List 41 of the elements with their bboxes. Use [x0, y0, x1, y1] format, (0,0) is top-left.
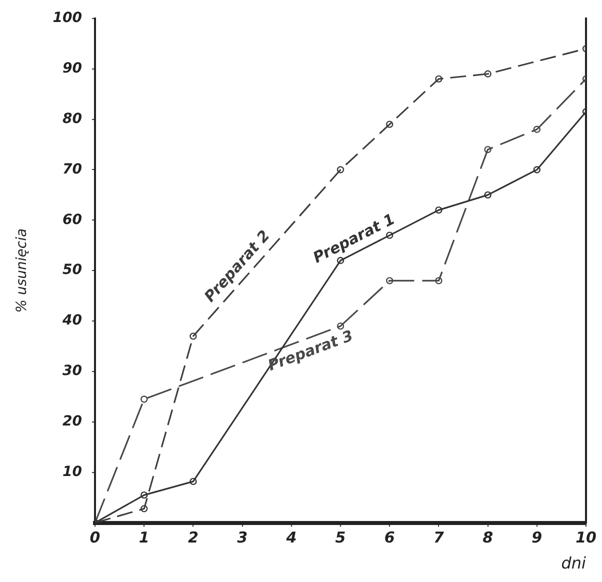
y-axis-title: % usunięcia [14, 228, 30, 313]
x-axis-title: dni [561, 554, 587, 573]
y-tick-label: 80 [62, 110, 82, 127]
x-tick-label: 3 [237, 528, 248, 547]
point [190, 478, 197, 486]
x-tick-label: 7 [433, 528, 444, 547]
y-tick-label: 50 [62, 262, 82, 278]
y-tick-label: 90 [62, 60, 82, 76]
y-tick-label: 20 [62, 414, 82, 430]
point [140, 491, 148, 499]
point [435, 277, 442, 284]
x-tick-label: 2 [188, 528, 198, 547]
point [484, 146, 492, 154]
x-tick-label: 5 [335, 528, 346, 547]
y-tick-label: 60 [62, 212, 82, 228]
point [435, 206, 442, 214]
point [533, 166, 541, 174]
x-tick-label: 1 [138, 528, 150, 547]
point [386, 277, 394, 284]
x-tick-label: 10 [576, 528, 596, 547]
point [386, 232, 394, 239]
point [140, 505, 148, 512]
point [386, 120, 394, 128]
point [336, 322, 344, 330]
x-tick-label: 6 [384, 528, 395, 547]
point [435, 75, 442, 83]
point [190, 332, 197, 340]
y-tick-label: 30 [62, 363, 82, 380]
y-tick-label: 10 [62, 464, 82, 480]
point [484, 191, 492, 199]
x-tick-label: 9 [532, 528, 542, 547]
point [336, 166, 344, 174]
point [140, 396, 148, 403]
x-tick-label: 0 [90, 528, 100, 547]
point [484, 70, 492, 78]
x-tick-label: 8 [482, 528, 494, 547]
y-tick-label: 40 [62, 312, 82, 329]
y-tick-label: 100 [52, 10, 82, 26]
y-tick-label: 70 [62, 161, 82, 178]
x-tick-label: 4 [285, 528, 297, 547]
point [533, 126, 541, 133]
